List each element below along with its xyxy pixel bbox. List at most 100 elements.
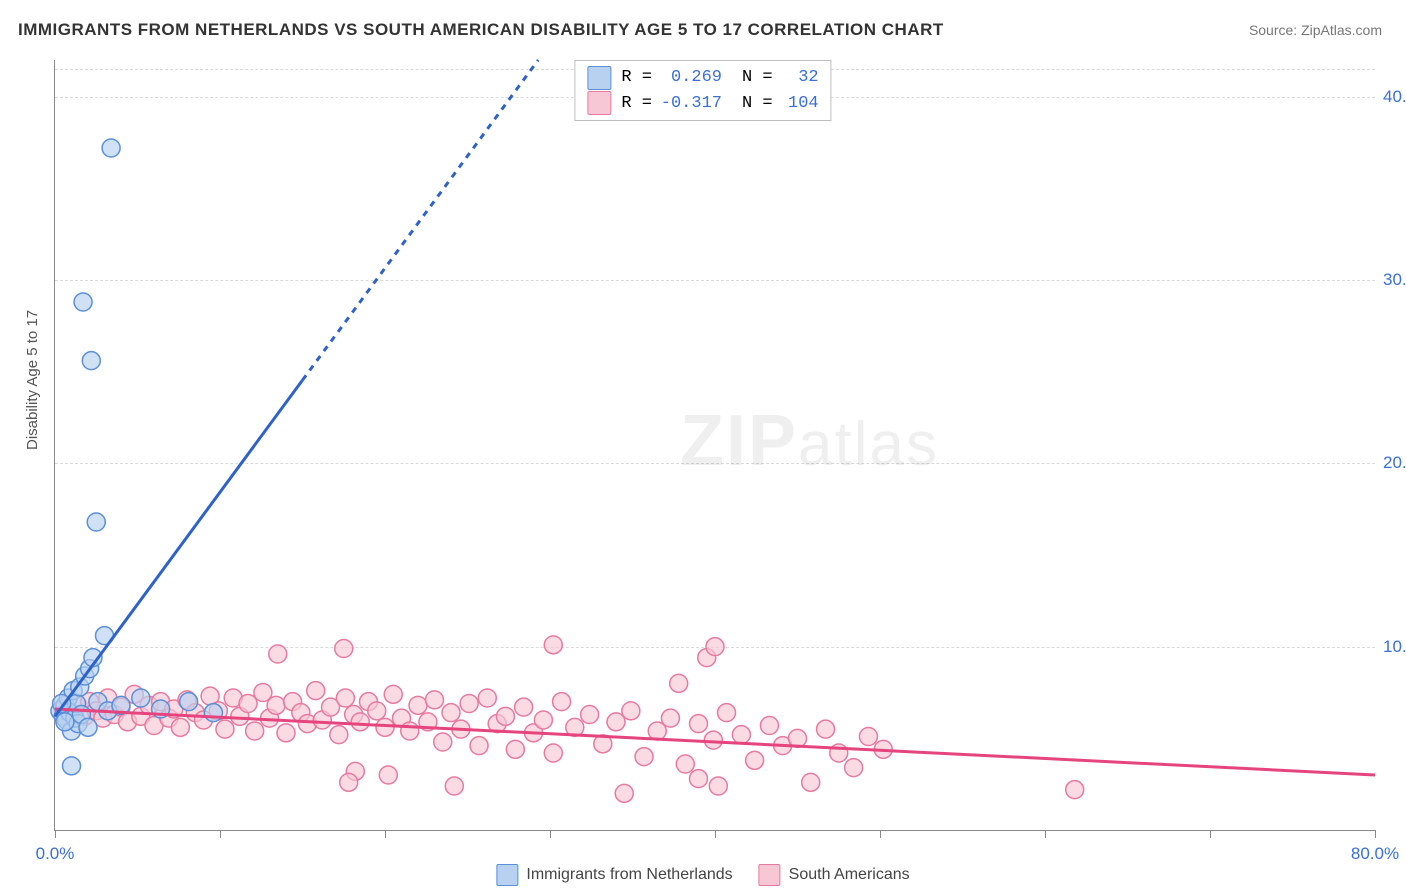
swatch-series-a bbox=[587, 66, 611, 90]
series-a-n: 32 bbox=[773, 65, 819, 91]
data-point bbox=[506, 740, 524, 758]
data-point bbox=[368, 702, 386, 720]
x-tick bbox=[385, 830, 386, 838]
data-point bbox=[79, 718, 97, 736]
data-point bbox=[246, 722, 264, 740]
data-point bbox=[635, 748, 653, 766]
series-b-n: 104 bbox=[773, 91, 819, 117]
data-point bbox=[544, 744, 562, 762]
data-point bbox=[553, 693, 571, 711]
series-a-r: 0.269 bbox=[652, 65, 722, 91]
r-label: R = bbox=[621, 65, 652, 91]
chart-source: Source: ZipAtlas.com bbox=[1249, 22, 1382, 38]
data-point bbox=[277, 724, 295, 742]
data-point bbox=[335, 640, 353, 658]
data-point bbox=[82, 352, 100, 370]
data-point bbox=[661, 709, 679, 727]
data-point bbox=[874, 740, 892, 758]
data-point bbox=[53, 695, 71, 713]
x-tick bbox=[550, 830, 551, 838]
data-point bbox=[515, 698, 533, 716]
swatch-series-b-icon bbox=[759, 864, 781, 886]
n-label: N = bbox=[742, 65, 773, 91]
data-point bbox=[204, 704, 222, 722]
data-point bbox=[746, 751, 764, 769]
data-point bbox=[534, 711, 552, 729]
data-point bbox=[732, 726, 750, 744]
data-point bbox=[426, 691, 444, 709]
data-point bbox=[152, 700, 170, 718]
x-tick-label: 80.0% bbox=[1351, 844, 1399, 864]
scatter-layer bbox=[55, 60, 1375, 830]
x-tick-label: 0.0% bbox=[36, 844, 75, 864]
data-point bbox=[376, 718, 394, 736]
data-point bbox=[269, 645, 287, 663]
data-point bbox=[789, 729, 807, 747]
data-point bbox=[171, 718, 189, 736]
data-point bbox=[112, 696, 130, 714]
y-axis-label: Disability Age 5 to 17 bbox=[24, 310, 41, 450]
r-label: R = bbox=[621, 91, 652, 117]
data-point bbox=[63, 757, 81, 775]
data-point bbox=[802, 773, 820, 791]
data-point bbox=[704, 731, 722, 749]
series-b-label: South Americans bbox=[789, 866, 910, 884]
data-point bbox=[1066, 781, 1084, 799]
series-a-label: Immigrants from Netherlands bbox=[526, 866, 732, 884]
data-point bbox=[760, 717, 778, 735]
data-point bbox=[566, 718, 584, 736]
data-point bbox=[581, 706, 599, 724]
data-point bbox=[544, 636, 562, 654]
data-point bbox=[340, 773, 358, 791]
y-tick-label: 20.0% bbox=[1383, 453, 1406, 473]
data-point bbox=[239, 695, 257, 713]
data-point bbox=[307, 682, 325, 700]
data-point bbox=[460, 695, 478, 713]
legend-item-b: South Americans bbox=[759, 864, 910, 886]
legend-stats-row-a: R = 0.269 N = 32 bbox=[587, 65, 818, 91]
data-point bbox=[817, 720, 835, 738]
data-point bbox=[216, 720, 234, 738]
legend-series: Immigrants from Netherlands South Americ… bbox=[496, 864, 909, 886]
series-b-r: -0.317 bbox=[652, 91, 722, 117]
x-tick bbox=[1375, 830, 1376, 838]
legend-stats-row-b: R = -0.317 N = 104 bbox=[587, 91, 818, 117]
n-label: N = bbox=[742, 91, 773, 117]
data-point bbox=[676, 755, 694, 773]
x-tick bbox=[1045, 830, 1046, 838]
data-point bbox=[384, 685, 402, 703]
data-point bbox=[859, 728, 877, 746]
data-point bbox=[478, 689, 496, 707]
x-tick bbox=[715, 830, 716, 838]
x-tick bbox=[1210, 830, 1211, 838]
data-point bbox=[379, 766, 397, 784]
data-point bbox=[706, 638, 724, 656]
data-point bbox=[434, 733, 452, 751]
data-point bbox=[330, 726, 348, 744]
data-point bbox=[102, 139, 120, 157]
data-point bbox=[615, 784, 633, 802]
plot-area: 10.0%20.0%30.0%40.0%0.0%80.0% bbox=[54, 60, 1375, 831]
data-point bbox=[351, 713, 369, 731]
data-point bbox=[594, 735, 612, 753]
data-point bbox=[132, 689, 150, 707]
data-point bbox=[709, 777, 727, 795]
data-point bbox=[690, 715, 708, 733]
legend-stats: R = 0.269 N = 32 R = -0.317 N = 104 bbox=[574, 60, 831, 121]
data-point bbox=[87, 513, 105, 531]
data-point bbox=[84, 649, 102, 667]
data-point bbox=[74, 293, 92, 311]
legend-item-a: Immigrants from Netherlands bbox=[496, 864, 732, 886]
data-point bbox=[607, 713, 625, 731]
data-point bbox=[419, 713, 437, 731]
data-point bbox=[401, 722, 419, 740]
data-point bbox=[452, 720, 470, 738]
swatch-series-b bbox=[587, 91, 611, 115]
x-tick bbox=[55, 830, 56, 838]
data-point bbox=[670, 674, 688, 692]
data-point bbox=[445, 777, 463, 795]
data-point bbox=[845, 759, 863, 777]
data-point bbox=[470, 737, 488, 755]
data-point bbox=[830, 744, 848, 762]
data-point bbox=[409, 696, 427, 714]
